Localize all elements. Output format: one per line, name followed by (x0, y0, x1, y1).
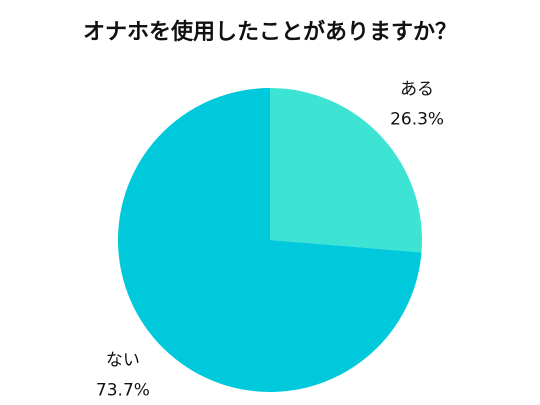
slice-value: 26.3% (390, 109, 444, 129)
chart-title: オナホを使用したことがありますか？ (83, 19, 457, 45)
pie-slice (118, 88, 422, 392)
slice-label: ない (106, 351, 140, 371)
pie-slice (270, 88, 423, 253)
slice-value: 73.7% (96, 381, 150, 401)
slice-label: ある (400, 79, 434, 99)
